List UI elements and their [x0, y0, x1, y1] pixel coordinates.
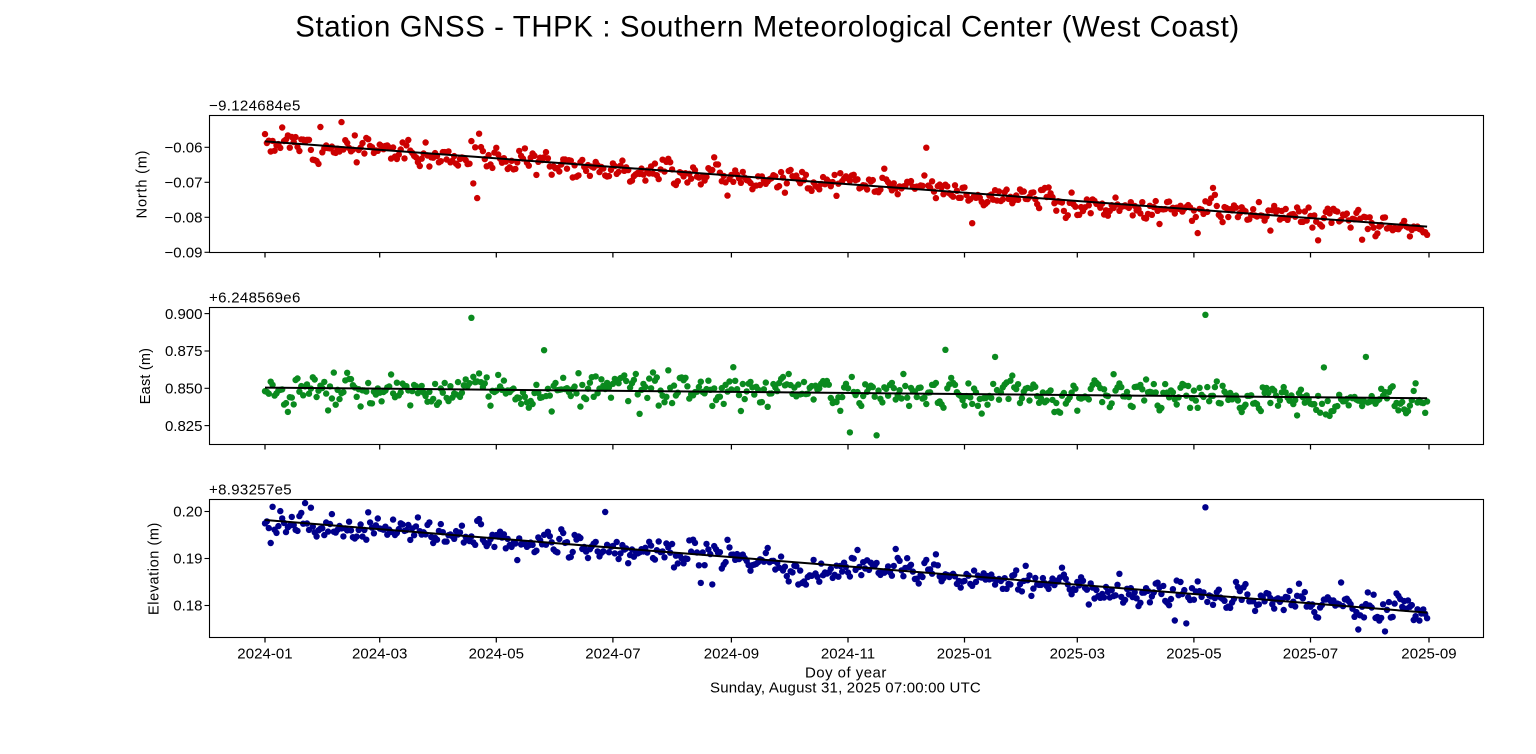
svg-text:2024-01: 2024-01 [237, 645, 292, 662]
svg-text:0.19: 0.19 [173, 551, 202, 568]
svg-text:2025-09: 2025-09 [1401, 645, 1456, 662]
svg-text:2025-07: 2025-07 [1283, 645, 1338, 662]
svg-text:0.20: 0.20 [173, 504, 202, 521]
svg-text:2024-07: 2024-07 [585, 645, 640, 662]
svg-text:0.850: 0.850 [165, 381, 203, 398]
svg-text:2025-03: 2025-03 [1050, 645, 1105, 662]
svg-text:+8.93257e5: +8.93257e5 [209, 482, 292, 499]
svg-text:2024-11: 2024-11 [821, 645, 875, 662]
svg-text:East (m): East (m) [138, 348, 154, 404]
svg-text:Station GNSS - THPK : Southern: Station GNSS - THPK : Southern Meteorolo… [295, 11, 1240, 44]
svg-text:2024-03: 2024-03 [352, 645, 407, 662]
svg-text:−0.07: −0.07 [165, 175, 203, 192]
svg-text:Doy of year: Doy of year [805, 665, 887, 682]
svg-text:+6.248569e6: +6.248569e6 [209, 290, 301, 307]
svg-text:Elevation (m): Elevation (m) [147, 522, 163, 615]
svg-text:North (m): North (m) [135, 150, 151, 219]
svg-text:2024-05: 2024-05 [469, 645, 524, 662]
svg-text:0.825: 0.825 [165, 418, 203, 435]
svg-text:−9.124684e5: −9.124684e5 [209, 98, 301, 115]
svg-text:−0.08: −0.08 [165, 210, 203, 227]
svg-text:0.875: 0.875 [165, 343, 203, 360]
svg-text:Sunday, August 31, 2025 07:00:: Sunday, August 31, 2025 07:00:00 UTC [710, 680, 981, 697]
svg-text:2025-05: 2025-05 [1166, 645, 1221, 662]
svg-text:0.18: 0.18 [173, 598, 202, 615]
svg-text:0.900: 0.900 [165, 306, 203, 323]
svg-text:−0.06: −0.06 [165, 140, 203, 157]
svg-text:2025-01: 2025-01 [937, 645, 992, 662]
svg-text:2024-09: 2024-09 [704, 645, 759, 662]
svg-text:−0.09: −0.09 [165, 245, 203, 262]
